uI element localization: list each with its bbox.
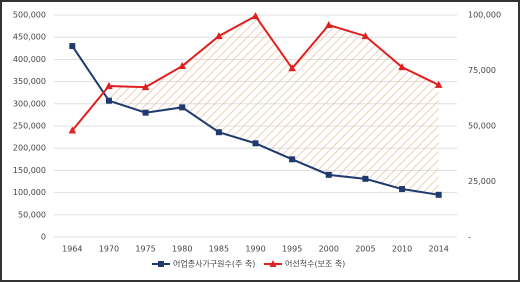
point: [142, 109, 149, 116]
x-tick-label: 2005: [355, 245, 375, 254]
x-tick-label: 1980: [172, 245, 192, 254]
plot: 어업종사가구원수(주 축) 어선척수(보조 축): [68, 12, 443, 269]
y2-tick-label: 25,000: [468, 177, 496, 186]
y-tick-label: 200,000: [13, 144, 46, 153]
y-tick-label: 150,000: [13, 166, 46, 175]
legend-marker: [158, 261, 164, 267]
y2-tick-label: 100,000: [468, 11, 501, 20]
x-tick-label: 2000: [319, 245, 339, 254]
point: [141, 83, 150, 91]
point: [362, 175, 369, 182]
point: [215, 129, 222, 136]
point: [252, 140, 259, 147]
legend-label: 어업종사가구원수(주 축): [173, 259, 255, 269]
point: [435, 191, 442, 198]
legend-marker: [269, 260, 277, 267]
x-tick-label: 2010: [392, 245, 412, 254]
point: [179, 104, 186, 111]
y-tick-label: 0: [41, 233, 46, 242]
point: [105, 97, 112, 104]
x-tick-label: 1970: [99, 245, 119, 254]
y-tick-label: 100,000: [13, 188, 46, 197]
y2-tick-label: 75,000: [468, 66, 496, 75]
area-layer: [108, 16, 439, 195]
x-tick-label: 1975: [135, 245, 155, 254]
x-tick-label: 1995: [282, 245, 302, 254]
point: [105, 82, 113, 90]
y-tick-label: 50,000: [18, 210, 46, 219]
x-tick-label: 1964: [62, 245, 82, 254]
point: [215, 32, 223, 40]
y2-tick-label: -: [468, 233, 471, 242]
chart: 0 50,000 100,000 150,000 200,000 250,000 300,0…: [13, 11, 501, 269]
x-tick-label: 2014: [429, 245, 449, 254]
point: [325, 171, 332, 178]
legend-label: 어선척수(보조 축): [285, 259, 345, 269]
point: [288, 64, 296, 72]
point: [361, 32, 370, 40]
point: [434, 80, 443, 88]
x-tick-label: 1990: [245, 245, 265, 254]
point: [399, 186, 406, 193]
point: [251, 12, 260, 20]
y-tick-label: 450,000: [13, 33, 46, 42]
y-tick-label: 400,000: [13, 55, 46, 64]
x-tick-label: 1985: [209, 245, 229, 254]
y2-tick-label: 50,000: [468, 122, 496, 131]
y-tick-label: 300,000: [13, 99, 46, 108]
point: [69, 43, 76, 50]
point: [398, 63, 406, 71]
point: [178, 62, 187, 70]
y-tick-label: 500,000: [13, 11, 46, 20]
y-tick-label: 350,000: [13, 77, 46, 86]
point: [289, 156, 296, 163]
y-tick-label: 250,000: [13, 122, 46, 131]
point: [68, 126, 77, 134]
hatched-area: [108, 16, 439, 195]
point: [324, 20, 333, 28]
